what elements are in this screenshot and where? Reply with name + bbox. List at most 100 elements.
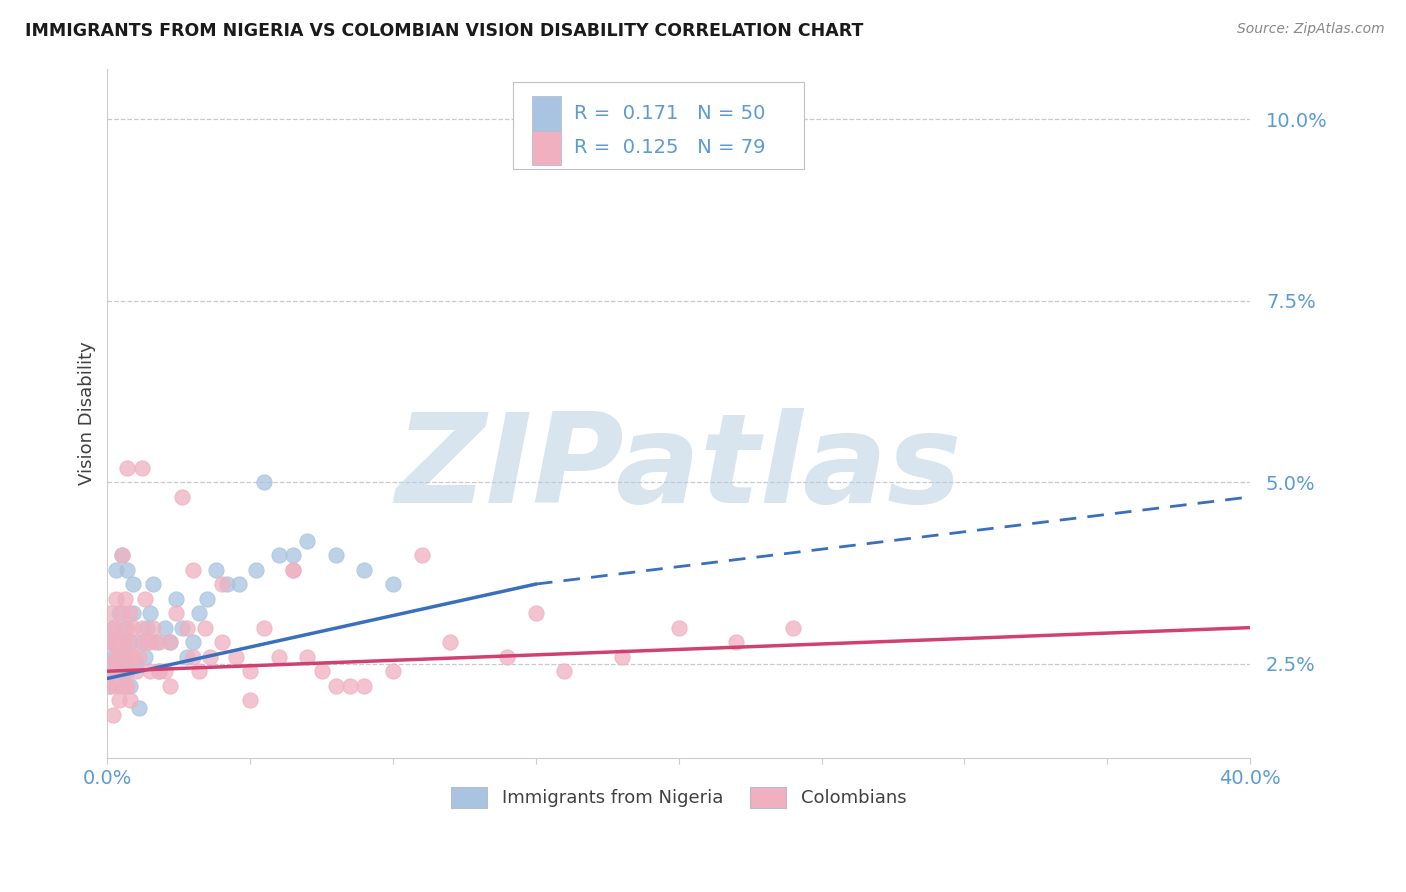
Point (120, 635, 142, 649)
Point (239, 693, 262, 707)
Point (117, 679, 139, 693)
Point (553, 664, 575, 678)
Point (200, 649, 222, 664)
Point (724, 635, 747, 649)
Point (136, 621, 159, 635)
Point (131, 635, 153, 649)
Point (245, 563, 267, 577)
Point (339, 679, 361, 693)
Point (101, 635, 124, 649)
Point (98, 664, 121, 678)
Point (153, 621, 176, 635)
Point (122, 649, 145, 664)
Point (114, 664, 136, 678)
Point (148, 664, 170, 678)
Point (111, 635, 134, 649)
Point (281, 548, 304, 562)
Text: Source: ZipAtlas.com: Source: ZipAtlas.com (1237, 22, 1385, 37)
Point (114, 679, 136, 693)
Point (211, 577, 233, 591)
Point (297, 533, 319, 548)
Point (122, 606, 145, 620)
Point (325, 679, 347, 693)
Point (165, 591, 187, 606)
Point (104, 621, 127, 635)
Point (104, 664, 127, 678)
Point (117, 621, 139, 635)
Point (148, 664, 170, 678)
Point (159, 679, 181, 693)
Point (136, 635, 159, 649)
Point (117, 563, 139, 577)
Point (145, 635, 167, 649)
Point (98, 606, 121, 620)
Point (117, 461, 139, 475)
Point (134, 591, 156, 606)
Point (176, 649, 198, 664)
Point (382, 577, 405, 591)
Point (181, 563, 204, 577)
Point (104, 679, 127, 693)
Point (122, 649, 145, 664)
Point (108, 606, 131, 620)
Point (142, 577, 165, 591)
Point (125, 657, 148, 671)
Point (267, 649, 290, 664)
Point (125, 664, 148, 678)
Point (187, 606, 209, 620)
Point (153, 664, 176, 678)
Point (170, 490, 193, 504)
Point (142, 621, 165, 635)
Point (668, 621, 690, 635)
Point (104, 635, 127, 649)
Point (98, 635, 121, 649)
Text: IMMIGRANTS FROM NIGERIA VS COLOMBIAN VISION DISABILITY CORRELATION CHART: IMMIGRANTS FROM NIGERIA VS COLOMBIAN VIS… (25, 22, 863, 40)
Point (117, 649, 139, 664)
Point (111, 679, 134, 693)
Text: ZIPatlas: ZIPatlas (395, 409, 962, 529)
Point (108, 635, 131, 649)
Legend: Immigrants from Nigeria, Colombians: Immigrants from Nigeria, Colombians (444, 780, 914, 815)
Point (187, 664, 209, 678)
Point (165, 606, 187, 620)
Point (170, 621, 193, 635)
Point (98, 635, 121, 649)
Point (98, 657, 121, 671)
Point (101, 664, 124, 678)
Point (111, 606, 134, 620)
Point (101, 707, 124, 722)
Point (281, 563, 304, 577)
Point (101, 657, 124, 671)
Point (239, 664, 262, 678)
Point (104, 563, 127, 577)
Point (120, 693, 142, 707)
Point (253, 475, 276, 490)
Point (610, 649, 633, 664)
Point (325, 548, 347, 562)
Point (128, 649, 150, 664)
Point (108, 649, 131, 664)
Point (122, 621, 145, 635)
Point (205, 563, 228, 577)
Point (104, 591, 127, 606)
Point (253, 621, 276, 635)
FancyBboxPatch shape (513, 82, 804, 169)
Y-axis label: Vision Disability: Vision Disability (79, 342, 96, 485)
Point (496, 649, 519, 664)
Point (139, 606, 162, 620)
Point (108, 649, 131, 664)
Point (225, 649, 247, 664)
Point (267, 548, 290, 562)
Point (411, 548, 433, 562)
Point (134, 649, 156, 664)
Point (101, 621, 124, 635)
Point (353, 679, 375, 693)
Point (122, 577, 145, 591)
Point (382, 664, 405, 678)
Point (211, 635, 233, 649)
Point (281, 563, 304, 577)
Point (193, 621, 215, 635)
Point (195, 591, 218, 606)
Point (159, 635, 181, 649)
Text: R =  0.125   N = 79: R = 0.125 N = 79 (574, 138, 765, 157)
